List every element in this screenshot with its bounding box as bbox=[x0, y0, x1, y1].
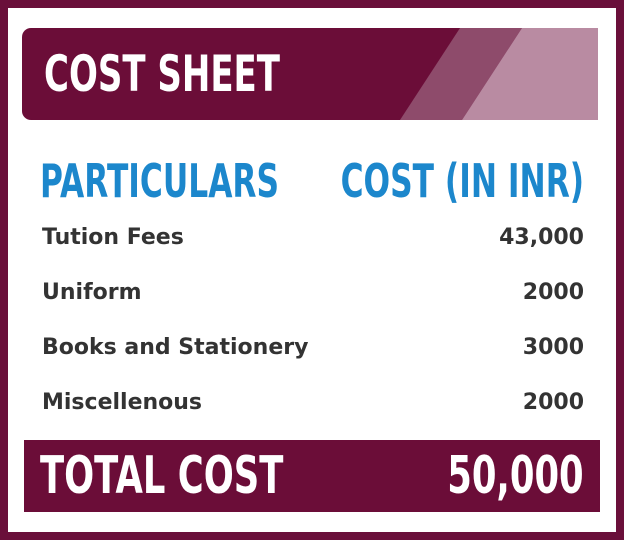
title: COST SHEET bbox=[44, 45, 280, 103]
item-name: Miscellenous bbox=[42, 390, 203, 415]
table-row: Miscellenous 2000 bbox=[42, 388, 584, 418]
table-row: Uniform 2000 bbox=[42, 278, 584, 308]
item-cost: 2000 bbox=[522, 390, 584, 415]
cost-sheet: COST SHEET PARTICULARS COST (IN INR) Tut… bbox=[8, 8, 616, 532]
stripe bbox=[400, 28, 522, 120]
table-row: Books and Stationery 3000 bbox=[42, 333, 584, 363]
item-name: Books and Stationery bbox=[42, 335, 309, 360]
item-name: Tution Fees bbox=[42, 225, 184, 250]
total-label: TOTAL COST bbox=[40, 446, 284, 506]
column-header: PARTICULARS bbox=[40, 154, 280, 208]
item-cost: 43,000 bbox=[499, 225, 584, 250]
item-cost: 2000 bbox=[522, 280, 584, 305]
item-name: Uniform bbox=[42, 280, 142, 305]
stripe bbox=[522, 28, 598, 120]
total-value: 50,000 bbox=[447, 446, 584, 506]
table-row: Tution Fees 43,000 bbox=[42, 223, 584, 253]
banner bbox=[22, 28, 598, 120]
stripe bbox=[462, 28, 598, 120]
column-header: COST (IN INR) bbox=[340, 154, 584, 208]
total-bar: TOTAL COST 50,000 bbox=[24, 440, 600, 512]
item-cost: 3000 bbox=[522, 335, 584, 360]
